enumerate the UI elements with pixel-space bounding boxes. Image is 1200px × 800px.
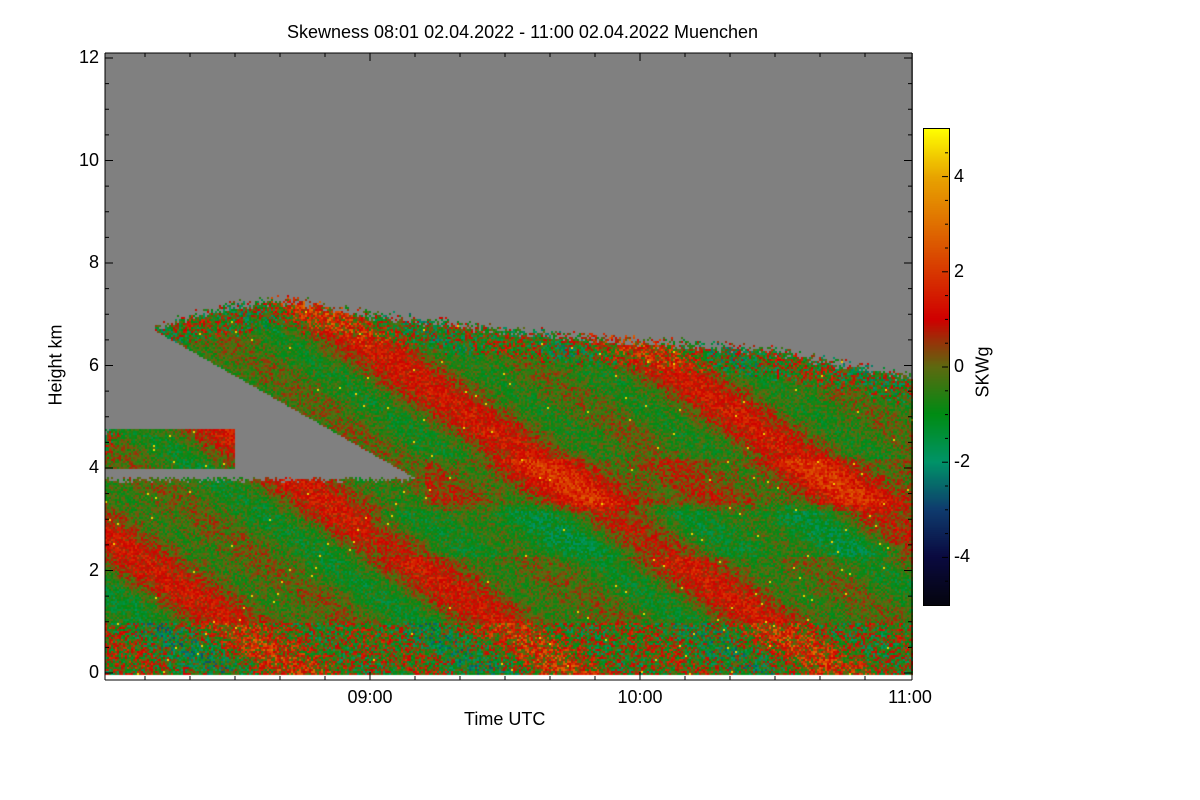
colorbar-tick-label: 2: [954, 260, 965, 281]
y-tick-label: 10: [78, 149, 99, 170]
y-tick-label: 12: [78, 47, 99, 67]
colorbar-label: SKWg: [972, 346, 993, 398]
x-tick-label: 09:00: [347, 687, 393, 707]
y-tick-label: 2: [88, 559, 99, 580]
y-tick-label: 4: [88, 457, 99, 477]
colorbar-tick-label: -4: [954, 546, 971, 567]
x-tick-label: 11:00: [888, 687, 932, 707]
heatmap-plot-area: [105, 53, 913, 680]
x-tick-label: 10:00: [617, 687, 663, 707]
y-axis-label: Height km: [45, 324, 66, 406]
y-tick-label: 6: [88, 354, 99, 375]
colorbar-tick-label: -2: [954, 451, 971, 472]
colorbar-tick-label: 0: [954, 356, 965, 376]
chart-title: Skewness 08:01 02.04.2022 - 11:00 02.04.…: [286, 22, 759, 42]
y-tick-label: 8: [88, 252, 99, 272]
y-tick-label: 0: [88, 662, 99, 682]
colorbar-tick-label: 4: [954, 165, 965, 186]
x-axis-label: Time UTC: [464, 709, 546, 729]
